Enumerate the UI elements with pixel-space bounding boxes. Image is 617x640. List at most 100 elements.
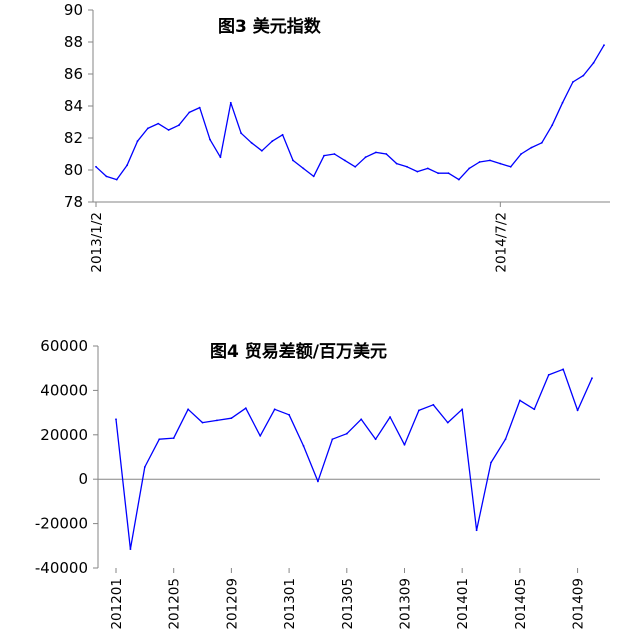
data-point <box>333 153 336 155</box>
trade-balance-svg: 图4 贸易差额/百万美元 -40000 -20000 0 20000 40000 60000… <box>35 337 600 630</box>
data-point <box>343 159 346 162</box>
data-point <box>561 101 564 104</box>
data-point <box>331 438 334 441</box>
data-point <box>167 129 170 131</box>
trade-balance-chart: 图4 贸易差额/百万美元 -40000 -20000 0 20000 40000 60000… <box>0 330 617 640</box>
data-point <box>395 162 398 165</box>
x-tick-label: 201309 <box>397 578 413 630</box>
x-tick-label: 201305 <box>340 578 356 630</box>
data-point <box>364 156 367 159</box>
data-point <box>146 127 149 130</box>
data-point <box>281 133 284 136</box>
x-tick-label: 201201 <box>109 578 125 630</box>
data-point <box>576 409 579 412</box>
data-point <box>302 445 305 447</box>
data-point <box>136 140 139 143</box>
data-point <box>489 159 491 162</box>
data-point <box>603 44 605 47</box>
x-tick-label: 2014/7/2 <box>493 212 509 273</box>
data-point <box>230 417 233 420</box>
x-tick-label: 201409 <box>571 578 587 630</box>
data-point <box>475 529 478 532</box>
data-point <box>259 435 262 437</box>
dollar-index-svg: 图3 美元指数 78 80 82 84 86 88 90 2013/1/2 2014/7/2 <box>64 1 610 273</box>
data-point <box>562 368 565 371</box>
data-point <box>219 156 222 159</box>
data-point <box>571 81 574 83</box>
y-tick-label: 78 <box>64 193 83 211</box>
data-point <box>504 438 507 441</box>
data-point <box>509 165 512 168</box>
data-point <box>323 154 325 157</box>
series-line <box>115 368 593 550</box>
data-point <box>115 418 117 421</box>
data-point <box>591 377 593 380</box>
data-point <box>229 101 232 104</box>
data-point <box>273 408 276 411</box>
x-tick-label: 201209 <box>224 578 240 630</box>
x-tick-label: 2013/1/2 <box>89 212 105 273</box>
y-tick-label: 84 <box>64 97 83 115</box>
data-point <box>551 124 554 127</box>
y-tick-label: 60000 <box>40 337 88 355</box>
data-point <box>172 437 175 440</box>
data-point <box>209 138 211 141</box>
chart-title: 图4 贸易差额/百万美元 <box>210 341 387 362</box>
chart-title: 图3 美元指数 <box>218 16 322 37</box>
data-point <box>518 399 521 402</box>
data-point <box>187 408 190 411</box>
data-point <box>354 165 357 168</box>
data-point <box>317 480 319 483</box>
data-point <box>582 74 585 77</box>
data-point <box>540 141 543 144</box>
data-point <box>201 421 204 424</box>
data-point <box>271 140 274 143</box>
series-line <box>95 44 605 181</box>
data-point <box>244 407 247 410</box>
y-tick-label: 82 <box>64 129 83 147</box>
data-point <box>302 167 305 170</box>
data-point <box>198 106 201 109</box>
data-point <box>533 408 536 411</box>
y-tick-label: 88 <box>64 33 83 51</box>
y-tick-label: -40000 <box>35 559 88 577</box>
y-tick-label: 90 <box>64 1 83 19</box>
y-tick-label: 0 <box>78 470 88 488</box>
data-point <box>345 432 348 435</box>
data-point <box>447 172 450 175</box>
x-tick-label: 201405 <box>513 578 529 630</box>
data-point <box>478 161 481 163</box>
data-point <box>129 548 132 551</box>
data-point <box>406 165 408 168</box>
data-point <box>389 416 391 418</box>
x-tick-label: 201301 <box>282 578 298 630</box>
data-point <box>490 461 492 464</box>
data-point <box>592 61 595 64</box>
data-point <box>260 149 263 152</box>
data-point <box>158 438 161 441</box>
data-point <box>188 111 191 114</box>
data-point <box>403 443 406 446</box>
data-point <box>250 141 253 144</box>
data-point <box>178 124 180 127</box>
data-point <box>240 132 243 135</box>
data-point <box>105 175 108 178</box>
data-point <box>418 409 420 412</box>
y-tick-label: 20000 <box>40 426 88 444</box>
data-point <box>457 178 460 181</box>
data-point <box>468 167 471 170</box>
data-point <box>288 413 290 416</box>
x-tick-label: 201205 <box>167 578 183 630</box>
data-point <box>312 175 315 178</box>
data-point <box>126 164 129 167</box>
dollar-index-chart: 图3 美元指数 78 80 82 84 86 88 90 2013/1/2 2014/7/2 <box>0 0 617 295</box>
data-point <box>499 162 502 165</box>
data-point <box>437 172 440 175</box>
data-point <box>446 421 449 424</box>
x-tick-label: 201401 <box>455 578 471 630</box>
data-point <box>461 408 464 411</box>
data-point <box>157 122 160 125</box>
y-tick-label: 40000 <box>40 381 88 399</box>
data-point <box>95 165 97 168</box>
data-point <box>360 418 363 421</box>
